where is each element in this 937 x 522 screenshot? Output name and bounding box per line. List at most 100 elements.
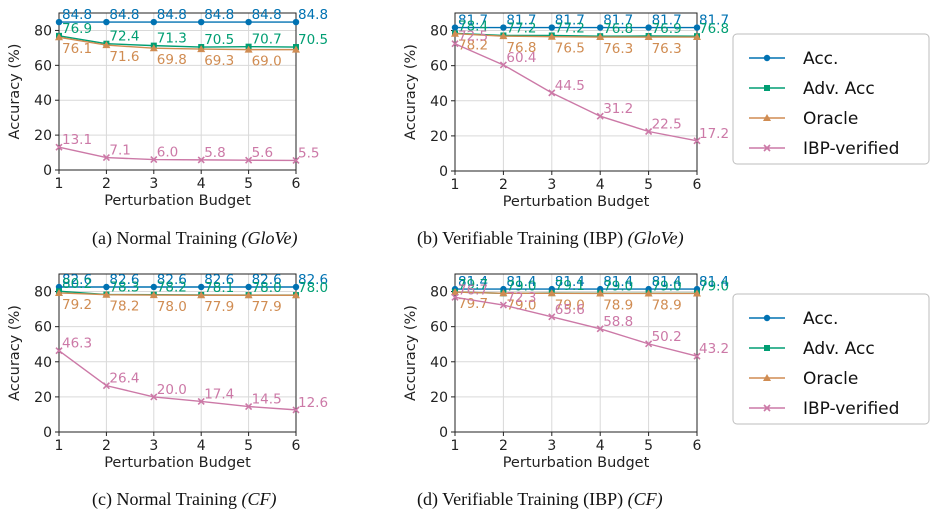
series-line-ibp-verified <box>454 296 698 357</box>
y-axis-label: Accuracy (%) <box>403 305 419 401</box>
data-point-ibp-verified <box>596 112 604 120</box>
y-tick-label: 60 <box>430 59 448 75</box>
data-label-acc: 82.6 <box>298 272 328 288</box>
x-tick-label: 4 <box>197 176 206 192</box>
series-line-ibp-verified <box>454 43 698 142</box>
series-acc: 82.6 82.6 82.6 82.6 82.6 82.6 <box>55 272 328 291</box>
data-point-acc <box>292 18 300 26</box>
data-point-acc <box>451 24 459 31</box>
data-point-acc <box>150 18 157 26</box>
x-tick-label: 3 <box>547 438 556 454</box>
data-point-ibp-verified <box>596 325 604 333</box>
x-tick-label: 5 <box>644 438 653 454</box>
legend-1: Acc. Adv. Acc Oracle IBP-verified <box>732 33 930 165</box>
data-label-ibp-verified: 76.7 <box>458 282 488 298</box>
data-label-oracle: 78.2 <box>109 299 139 315</box>
series-ibp-verified: 72.5 60.4 44.5 31.2 22.5 17.2 <box>451 29 729 145</box>
data-label-acc: 84.8 <box>204 7 234 23</box>
x-tick-label: 1 <box>451 177 460 193</box>
y-axis-label: Accuracy (%) <box>7 305 23 401</box>
x-tick-label: 6 <box>693 438 702 454</box>
data-label-ibp-verified: 7.1 <box>109 143 130 159</box>
data-point-ibp-verified <box>197 397 205 406</box>
data-label-adv-acc: 79.0 <box>699 278 729 294</box>
legend-swatch-marker <box>764 345 770 351</box>
series-line-ibp-verified <box>58 146 297 162</box>
legend-entry-oracle: Oracle <box>803 109 858 129</box>
data-point-acc <box>103 283 110 291</box>
data-label-ibp-verified: 13.1 <box>62 132 92 148</box>
x-tick-label: 4 <box>596 177 605 193</box>
data-label-oracle: 78.9 <box>652 297 682 313</box>
y-tick-label: 60 <box>430 320 448 336</box>
x-tick-label: 2 <box>499 438 508 454</box>
data-point-oracle <box>693 289 701 297</box>
series-adv-acc: 76.9 72.4 71.3 70.5 70.7 70.5 <box>56 21 328 51</box>
data-label-ibp-verified: 43.2 <box>699 341 729 357</box>
data-label-acc: 81.4 <box>555 274 585 290</box>
data-label-ibp-verified: 17.2 <box>699 126 729 142</box>
data-label-adv-acc: 76.8 <box>603 21 633 37</box>
data-label-oracle: 78.2 <box>458 38 488 54</box>
legend-entry-adv-acc: Adv. Acc <box>803 339 875 359</box>
series-oracle: 79.7 79.0 79.0 78.9 78.9 <box>451 288 701 313</box>
data-label-adv-acc: 78.1 <box>204 280 234 296</box>
data-point-oracle <box>244 45 253 53</box>
data-label-oracle: 78.9 <box>603 297 633 313</box>
x-tick-label: 5 <box>644 177 653 193</box>
caption-italic-text: (GloVe) <box>628 228 684 249</box>
data-point-oracle <box>102 41 111 49</box>
data-label-ibp-verified: 46.3 <box>62 336 92 352</box>
series-line-adv-acc <box>58 35 297 48</box>
caption-text: (c) Normal Training <box>92 489 241 510</box>
series-ibp-verified: 13.1 7.1 6.0 5.8 5.6 5.5 <box>55 132 319 164</box>
data-point-ibp-verified <box>499 301 507 309</box>
data-point-ibp-verified <box>693 137 701 145</box>
data-point-ibp-verified <box>245 402 253 411</box>
series-line-oracle <box>58 292 296 296</box>
y-tick-label: 20 <box>34 390 52 406</box>
data-label-acc: 81.7 <box>699 13 729 29</box>
panel-caption: (a) Normal Training (GloVe) <box>92 228 297 249</box>
data-label-adv-acc: 71.3 <box>157 31 187 47</box>
data-point-acc <box>198 18 205 26</box>
data-label-ibp-verified: 5.6 <box>252 145 273 161</box>
y-tick-label: 0 <box>439 164 448 180</box>
data-point-oracle <box>499 32 508 40</box>
data-point-acc <box>198 283 205 291</box>
y-tick-label: 60 <box>34 58 52 74</box>
data-label-ibp-verified: 31.2 <box>603 101 633 117</box>
data-point-acc <box>500 24 507 31</box>
data-label-adv-acc: 76.9 <box>62 21 92 37</box>
data-label-ibp-verified: 65.6 <box>555 302 585 318</box>
data-label-oracle: 71.6 <box>109 49 139 65</box>
data-label-ibp-verified: 14.5 <box>252 392 282 408</box>
y-tick-label: 20 <box>34 128 52 144</box>
x-tick-label: 3 <box>149 176 158 192</box>
data-label-acc: 81.7 <box>603 13 633 29</box>
series-line-oracle <box>58 36 296 51</box>
data-point-acc <box>150 283 157 291</box>
data-label-oracle: 76.1 <box>62 41 92 57</box>
data-label-acc: 81.4 <box>458 274 488 290</box>
data-point-oracle <box>547 32 556 40</box>
legend-box <box>732 293 930 425</box>
data-point-ibp-verified <box>197 156 205 164</box>
y-tick-label: 0 <box>439 425 448 441</box>
data-point-oracle <box>547 289 556 297</box>
data-point-oracle <box>596 33 605 41</box>
data-label-oracle: 77.9 <box>204 299 234 315</box>
data-label-ibp-verified: 58.8 <box>603 314 633 330</box>
data-label-adv-acc: 79.7 <box>458 277 488 293</box>
data-point-oracle <box>499 289 508 297</box>
data-point-acc <box>693 24 701 31</box>
x-axis-label: Perturbation Budget <box>503 455 650 471</box>
series-ibp-verified: 76.7 72.3 65.6 58.8 50.2 43.2 <box>451 282 729 360</box>
data-label-oracle: 76.8 <box>506 40 536 56</box>
series-acc: 81.7 81.7 81.7 81.7 81.7 81.7 <box>451 13 729 31</box>
data-point-acc <box>245 283 252 291</box>
data-point-oracle <box>149 291 158 299</box>
data-label-oracle: 76.5 <box>555 41 585 57</box>
